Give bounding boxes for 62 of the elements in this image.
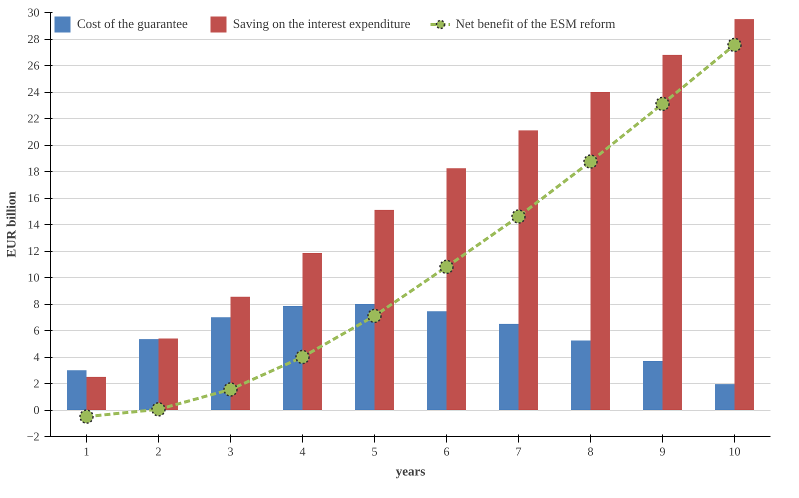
bar [230,296,250,410]
bar [427,311,446,410]
y-tick-label: 16 [28,191,40,205]
y-tick-label: 12 [28,244,40,258]
point [655,96,670,112]
y-tick-label: 10 [28,270,40,284]
x-axis-title: years [396,464,426,478]
point [295,350,310,364]
bar [283,306,302,410]
y-tick-label: 6 [34,324,40,338]
point [511,209,526,224]
bar [499,324,518,410]
y-tick-label: 2 [34,376,40,390]
x-tick-label: 2 [156,444,162,458]
bar [643,360,662,410]
point [439,260,454,274]
x-tick-label: 7 [516,444,522,458]
y-tick-label: 18 [28,164,40,178]
y-axis-title: EUR billion [4,190,19,258]
x-tick-label: 8 [588,444,594,458]
bar [211,317,230,410]
y-tick-label: 14 [28,218,40,232]
bar [158,338,178,410]
y-tick-label: 4 [34,350,40,364]
bar [571,340,590,410]
legend-label: Saving on the interest expenditure [232,16,410,32]
x-tick-label: 3 [228,444,234,458]
y-tick-label: 0 [34,403,40,417]
legend-label: Cost of the guarantee [77,16,188,32]
bar [139,339,158,410]
bar [590,92,610,410]
bar [355,304,374,410]
point [583,154,598,169]
y-tick-label: 28 [28,32,40,46]
bar [302,252,322,410]
y-tick-label: 30 [28,6,40,20]
bar [715,384,734,410]
bar [662,54,682,410]
x-tick-label: 5 [372,444,378,458]
bar [67,370,86,410]
bar [518,130,538,410]
bar [446,168,466,410]
x-tick-label: 6 [444,444,450,458]
point [223,382,238,397]
y-tick-label: 8 [34,297,40,311]
point [151,402,166,417]
x-tick-label: 4 [300,444,306,458]
legend-label: Net benefit of the ESM reform [455,16,616,32]
point [727,38,742,52]
bar [374,210,394,410]
y-tick-label: 22 [28,112,40,126]
bar [86,376,106,410]
y-tick-label: 24 [28,85,40,99]
bar [734,19,754,410]
y-tick-label: 20 [28,138,40,152]
x-tick-label: 9 [660,444,666,458]
y-tick-label: −2 [26,430,40,444]
point [367,308,382,324]
x-tick-label: 10 [728,444,740,458]
y-tick-label: 26 [28,58,40,72]
point [79,409,94,424]
x-tick-label: 1 [84,444,90,458]
